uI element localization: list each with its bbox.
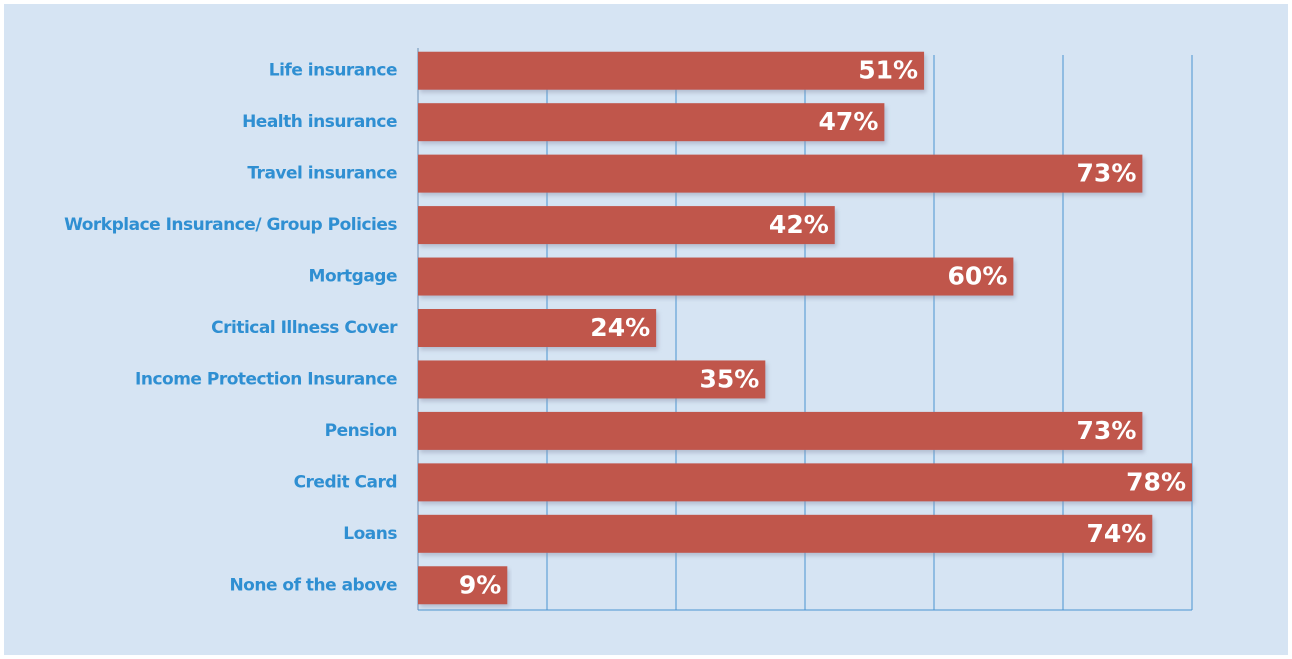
value-label: 42% [769, 210, 829, 239]
bar [418, 257, 1014, 296]
bar [418, 51, 925, 90]
y-tick-label: Critical Illness Cover [211, 318, 398, 338]
bar [418, 514, 1153, 553]
bar [418, 566, 508, 605]
y-tick-label: Workplace Insurance/ Group Policies [64, 215, 397, 235]
bar [418, 360, 766, 399]
y-tick-label: Income Protection Insurance [135, 369, 397, 389]
bar [418, 206, 835, 245]
value-label: 78% [1126, 467, 1186, 496]
value-label: 9% [459, 570, 501, 599]
value-label: 73% [1077, 159, 1137, 188]
y-tick-label: Credit Card [294, 472, 397, 492]
y-tick-label: Life insurance [269, 61, 397, 81]
y-tick-label: None of the above [229, 575, 397, 595]
value-label: 24% [590, 313, 650, 342]
value-label: 60% [948, 262, 1008, 291]
bar [418, 154, 1143, 193]
y-tick-label: Health insurance [242, 112, 397, 132]
y-tick-label: Travel insurance [247, 164, 397, 184]
value-label: 73% [1077, 416, 1137, 445]
y-tick-label: Loans [343, 524, 397, 544]
y-tick-label: Mortgage [309, 267, 397, 287]
value-label: 35% [699, 364, 759, 393]
bar [418, 103, 885, 142]
value-label: 51% [858, 56, 918, 85]
y-tick-label: Pension [325, 421, 397, 441]
bar [418, 309, 657, 347]
value-label: 74% [1086, 519, 1146, 548]
bar [418, 463, 1192, 502]
bar [418, 411, 1143, 450]
value-label: 47% [819, 107, 879, 136]
